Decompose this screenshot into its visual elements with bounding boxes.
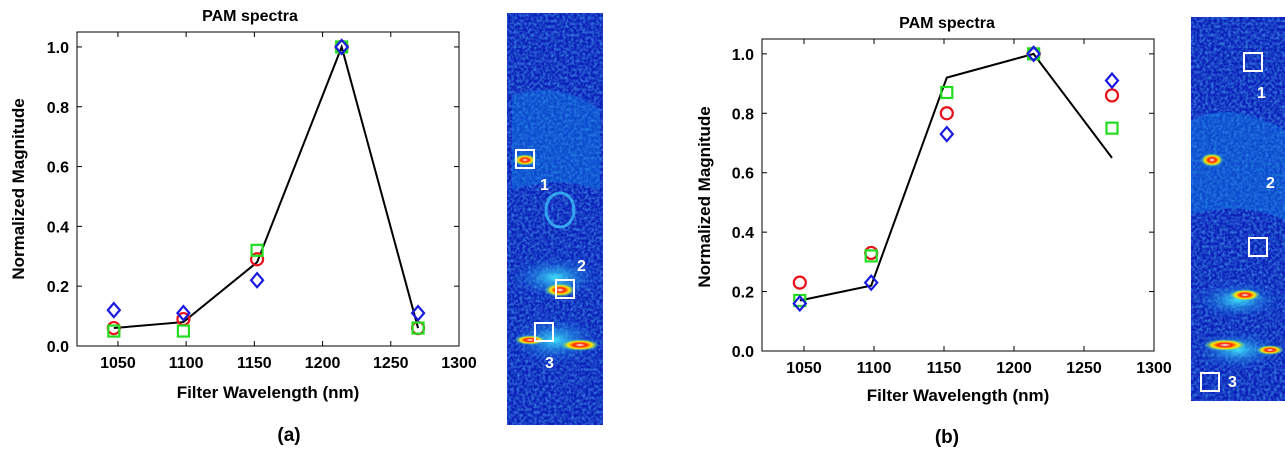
y-tick-label: 0.6 xyxy=(47,160,69,177)
chart-a-title: PAM spectra xyxy=(202,8,298,25)
data-point-diamond xyxy=(939,125,955,143)
x-tick-label: 1100 xyxy=(857,360,892,377)
data-point-diamond xyxy=(792,294,808,313)
chart-b-series-line xyxy=(799,52,1113,302)
data-point-square xyxy=(107,324,121,338)
chart-b-y-ticks: 0.0 0.2 0.4 0.6 0.8 1.0 xyxy=(732,47,1154,361)
roi-box-3 xyxy=(534,322,554,342)
data-point-diamond xyxy=(1104,71,1120,90)
chart-b-plot-frame xyxy=(761,38,1155,352)
roi-box-2 xyxy=(555,279,575,299)
y-tick-label: 1.0 xyxy=(732,47,754,64)
y-tick-label: 0.8 xyxy=(732,106,754,123)
chart-b-x-ticks: 1050 1100 1150 1200 1250 1300 xyxy=(786,39,1172,377)
chart-b-markers xyxy=(792,45,1120,313)
y-tick-label: 0.4 xyxy=(732,225,754,242)
y-tick-label: 1.0 xyxy=(47,40,69,57)
x-tick-label: 1050 xyxy=(786,360,822,377)
data-point-diamond xyxy=(334,38,350,56)
data-point-circle xyxy=(792,275,807,290)
data-point-square xyxy=(1105,121,1119,135)
data-point-circle xyxy=(249,252,265,267)
chart-a-panel-label: (a) xyxy=(277,425,300,446)
x-tick-label: 1150 xyxy=(927,360,962,377)
y-tick-label: 0.8 xyxy=(47,100,69,117)
x-tick-label: 1300 xyxy=(441,355,477,372)
roi-box-2 xyxy=(1248,237,1268,257)
roi-label-3: 3 xyxy=(1228,374,1237,391)
data-point-circle xyxy=(939,106,954,121)
x-tick-label: 1250 xyxy=(373,355,409,372)
data-point-square xyxy=(176,324,191,338)
roi-box-3 xyxy=(1200,372,1220,392)
x-tick-label: 1100 xyxy=(169,355,204,372)
chart-a-x-axis-label: Filter Wavelength (nm) xyxy=(177,383,360,402)
y-tick-label: 0.0 xyxy=(47,339,69,356)
roi-box-1 xyxy=(1243,52,1263,72)
pam-image-a: 1 2 3 xyxy=(507,13,603,425)
roi-box-1 xyxy=(515,149,535,169)
chart-a-y-ticks: 0.0 0.2 0.4 0.6 0.8 1.0 xyxy=(47,40,459,356)
chart-a-x-ticks: 1050 1100 1150 1200 1250 1300 xyxy=(100,32,477,372)
chart-b-title: PAM spectra xyxy=(899,15,995,32)
x-tick-label: 1150 xyxy=(237,355,272,372)
x-tick-label: 1300 xyxy=(1136,360,1172,377)
data-point-diamond xyxy=(1026,45,1042,63)
chart-a-markers xyxy=(106,38,426,338)
data-point-diamond xyxy=(249,271,265,289)
pam-image-b: 1 2 3 xyxy=(1191,17,1285,401)
roi-label-2: 2 xyxy=(1266,175,1275,192)
chart-a-plot-frame xyxy=(76,31,460,347)
roi-label-3: 3 xyxy=(545,355,554,372)
y-tick-label: 0.2 xyxy=(732,285,754,302)
data-point-square xyxy=(864,249,878,263)
chart-b-y-axis-label: Normalized Magnitude xyxy=(695,106,714,287)
chart-b-x-axis-label: Filter Wavelength (nm) xyxy=(867,386,1050,405)
roi-label-2: 2 xyxy=(577,258,586,275)
x-tick-label: 1050 xyxy=(100,355,136,372)
roi-label-1: 1 xyxy=(540,177,549,194)
data-point-circle xyxy=(1104,88,1120,103)
chart-a: PAM spectra 0.00.20.40.60.81.0 1050 1100 1… xyxy=(9,8,477,446)
data-point-square xyxy=(411,321,425,335)
data-point-square xyxy=(940,85,954,100)
x-tick-label: 1200 xyxy=(305,355,341,372)
chart-a-y-axis-label: Normalized Magnitude xyxy=(9,98,28,279)
roi-label-1: 1 xyxy=(1257,85,1266,102)
y-tick-label: 0.2 xyxy=(47,279,69,296)
y-tick-label: 0.6 xyxy=(732,166,754,183)
data-point-diamond xyxy=(175,304,191,322)
x-tick-label: 1200 xyxy=(996,360,1032,377)
data-point-diamond xyxy=(863,273,879,292)
y-tick-label: 0.4 xyxy=(47,219,69,236)
chart-a-series-line xyxy=(113,43,420,330)
data-point-square xyxy=(250,243,264,257)
data-point-circle xyxy=(864,245,879,261)
data-point-diamond xyxy=(106,301,122,319)
chart-b: PAM spectra 0.00.20.40.60.81.0 1050 1100 1… xyxy=(695,15,1172,448)
y-tick-label: 0.0 xyxy=(732,344,754,361)
data-point-diamond xyxy=(410,304,426,322)
chart-b-panel-label: (b) xyxy=(935,427,959,448)
x-tick-label: 1250 xyxy=(1066,360,1102,377)
